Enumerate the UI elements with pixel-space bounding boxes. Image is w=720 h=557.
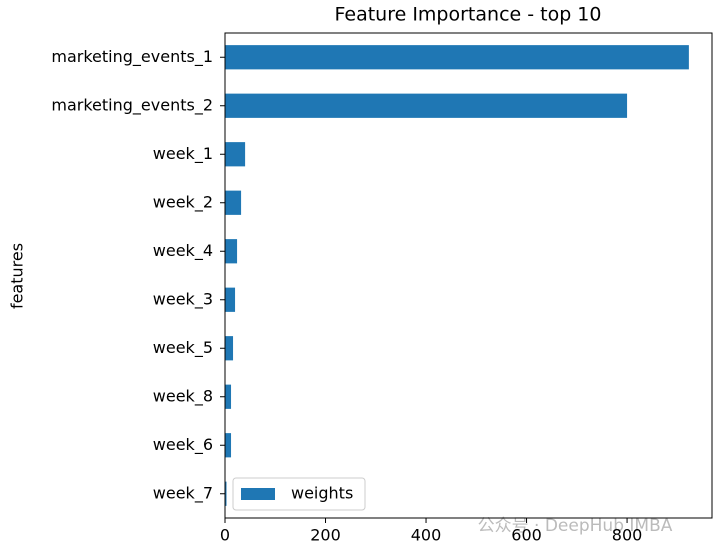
y-axis-label: features <box>8 243 27 309</box>
legend-box <box>232 477 366 511</box>
bar <box>225 287 236 312</box>
chart-title: Feature Importance - top 10 <box>334 4 601 26</box>
x-tick-label: 400 <box>411 526 442 545</box>
x-tick-label: 200 <box>310 526 341 545</box>
y-tick-label: week_8 <box>153 386 213 406</box>
bar <box>225 93 628 118</box>
y-tick-label: week_2 <box>153 192 213 212</box>
y-tick-label: week_5 <box>153 338 213 358</box>
watermark: 公众号 · DeepHub IMBA <box>478 516 673 536</box>
x-tick-label: 800 <box>612 526 643 545</box>
y-tick-label: week_4 <box>153 241 213 261</box>
bar <box>225 336 234 361</box>
plot-frame <box>224 32 713 519</box>
legend-swatch <box>241 488 275 500</box>
y-tick-label: marketing_events_1 <box>51 47 213 67</box>
y-tick-label: week_3 <box>153 289 213 309</box>
bar <box>225 142 246 167</box>
bar <box>225 433 232 458</box>
bar <box>225 190 242 215</box>
bar <box>225 384 232 409</box>
x-tick-label: 0 <box>220 526 230 545</box>
y-tick-label: marketing_events_2 <box>51 95 213 115</box>
y-tick-label: week_7 <box>153 483 213 503</box>
y-tick-label: week_1 <box>153 144 213 164</box>
bar <box>225 239 238 264</box>
legend-label: weights <box>291 484 353 503</box>
bar <box>225 481 227 506</box>
bar <box>225 45 689 70</box>
x-tick-label: 600 <box>511 526 542 545</box>
y-tick-label: week_6 <box>153 435 213 455</box>
